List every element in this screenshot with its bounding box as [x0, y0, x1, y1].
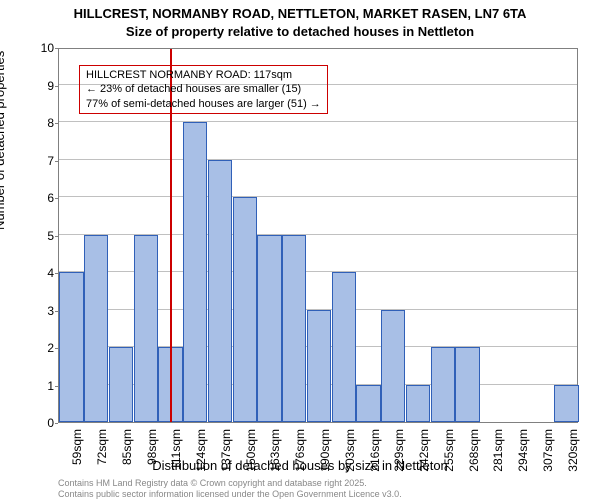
y-tick-label: 10 — [38, 41, 54, 55]
chart-title-1: HILLCREST, NORMANBY ROAD, NETTLETON, MAR… — [0, 6, 600, 21]
y-tick-label: 0 — [38, 416, 54, 430]
annotation-line-1: HILLCREST NORMANBY ROAD: 117sqm — [86, 68, 321, 82]
y-tick-mark — [55, 423, 58, 424]
y-axis-label: Number of detached properties — [0, 51, 7, 230]
bar — [406, 385, 430, 423]
bar — [455, 347, 479, 422]
bar — [84, 235, 108, 423]
y-tick-mark — [55, 198, 58, 199]
bar — [307, 310, 331, 423]
y-tick-label: 1 — [38, 379, 54, 393]
y-tick-label: 6 — [38, 191, 54, 205]
y-tick-label: 9 — [38, 79, 54, 93]
y-tick-mark — [55, 48, 58, 49]
y-tick-label: 2 — [38, 341, 54, 355]
bar — [183, 122, 207, 422]
y-tick-mark — [55, 236, 58, 237]
gridline — [59, 121, 577, 122]
bar — [332, 272, 356, 422]
x-axis-label: Distribution of detached houses by size … — [0, 458, 600, 473]
plot-area: HILLCREST NORMANBY ROAD: 117sqm← 23% of … — [58, 48, 578, 423]
y-tick-label: 7 — [38, 154, 54, 168]
y-tick-label: 4 — [38, 266, 54, 280]
y-tick-mark — [55, 386, 58, 387]
y-tick-mark — [55, 311, 58, 312]
bar — [554, 385, 578, 423]
y-tick-label: 5 — [38, 229, 54, 243]
bar — [134, 235, 158, 423]
footer-line-1: Contains HM Land Registry data © Crown c… — [58, 478, 367, 488]
y-tick-mark — [55, 161, 58, 162]
bar — [356, 385, 380, 423]
y-tick-mark — [55, 123, 58, 124]
annotation-box: HILLCREST NORMANBY ROAD: 117sqm← 23% of … — [79, 65, 328, 114]
bar — [257, 235, 281, 423]
bar — [59, 272, 83, 422]
y-tick-mark — [55, 273, 58, 274]
bar — [381, 310, 405, 423]
y-tick-mark — [55, 348, 58, 349]
bar — [431, 347, 455, 422]
gridline — [59, 159, 577, 160]
chart-title-2: Size of property relative to detached ho… — [0, 24, 600, 39]
gridline — [59, 196, 577, 197]
y-tick-mark — [55, 86, 58, 87]
bar — [282, 235, 306, 423]
footer-line-2: Contains public sector information licen… — [58, 489, 402, 499]
chart-container: HILLCREST, NORMANBY ROAD, NETTLETON, MAR… — [0, 0, 600, 500]
bar — [109, 347, 133, 422]
annotation-line-3: 77% of semi-detached houses are larger (… — [86, 97, 321, 111]
bar — [233, 197, 257, 422]
bar — [208, 160, 232, 423]
y-tick-label: 3 — [38, 304, 54, 318]
annotation-line-2: ← 23% of detached houses are smaller (15… — [86, 82, 321, 96]
y-tick-label: 8 — [38, 116, 54, 130]
